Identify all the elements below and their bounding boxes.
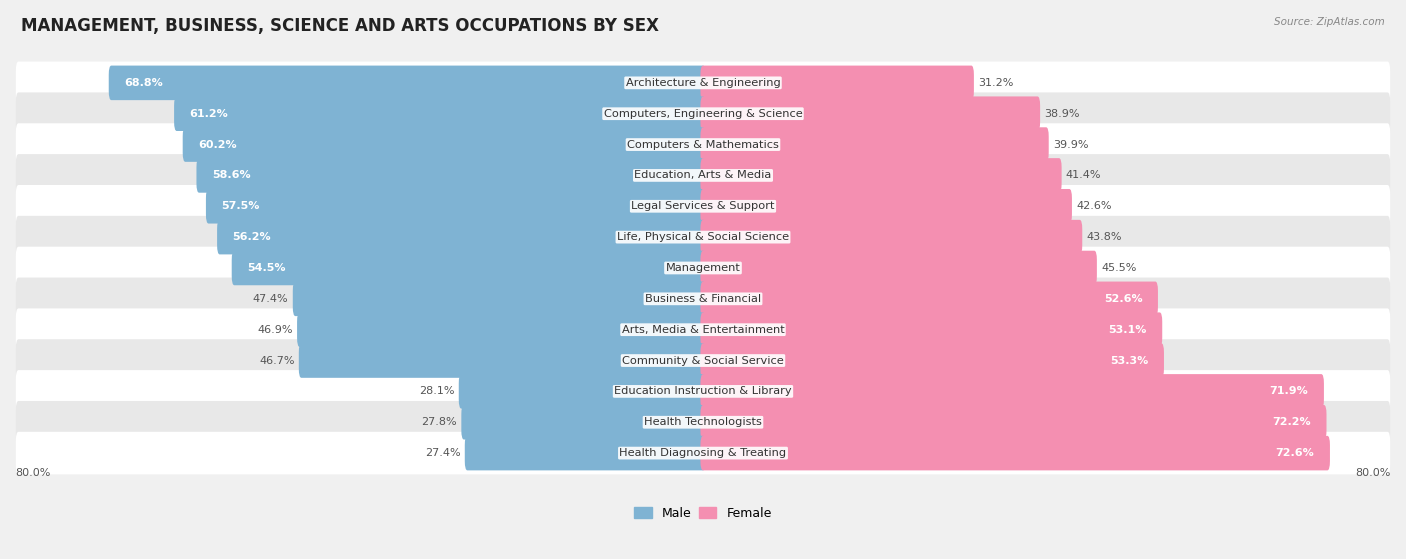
- Text: 56.2%: 56.2%: [232, 232, 271, 242]
- Text: Legal Services & Support: Legal Services & Support: [631, 201, 775, 211]
- Text: 39.9%: 39.9%: [1053, 140, 1088, 150]
- FancyBboxPatch shape: [183, 127, 706, 162]
- FancyBboxPatch shape: [297, 312, 706, 347]
- FancyBboxPatch shape: [700, 282, 1159, 316]
- FancyBboxPatch shape: [15, 432, 1391, 475]
- FancyBboxPatch shape: [15, 124, 1391, 166]
- Text: 53.3%: 53.3%: [1111, 356, 1149, 366]
- Text: 72.6%: 72.6%: [1275, 448, 1315, 458]
- Text: MANAGEMENT, BUSINESS, SCIENCE AND ARTS OCCUPATIONS BY SEX: MANAGEMENT, BUSINESS, SCIENCE AND ARTS O…: [21, 17, 659, 35]
- FancyBboxPatch shape: [700, 127, 1049, 162]
- FancyBboxPatch shape: [232, 250, 706, 285]
- FancyBboxPatch shape: [15, 247, 1391, 289]
- Text: Health Technologists: Health Technologists: [644, 417, 762, 427]
- FancyBboxPatch shape: [700, 65, 974, 100]
- Text: Business & Financial: Business & Financial: [645, 294, 761, 304]
- FancyBboxPatch shape: [700, 343, 1164, 378]
- Text: Education Instruction & Library: Education Instruction & Library: [614, 386, 792, 396]
- FancyBboxPatch shape: [299, 343, 706, 378]
- Text: Education, Arts & Media: Education, Arts & Media: [634, 170, 772, 181]
- FancyBboxPatch shape: [700, 436, 1330, 470]
- FancyBboxPatch shape: [700, 189, 1071, 224]
- Text: 72.2%: 72.2%: [1272, 417, 1310, 427]
- Text: 71.9%: 71.9%: [1270, 386, 1309, 396]
- Text: 38.9%: 38.9%: [1045, 108, 1080, 119]
- Text: 54.5%: 54.5%: [247, 263, 285, 273]
- Text: Computers & Mathematics: Computers & Mathematics: [627, 140, 779, 150]
- Text: 58.6%: 58.6%: [212, 170, 250, 181]
- FancyBboxPatch shape: [15, 216, 1391, 258]
- Text: 42.6%: 42.6%: [1076, 201, 1112, 211]
- FancyBboxPatch shape: [700, 220, 1083, 254]
- Text: 61.2%: 61.2%: [190, 108, 228, 119]
- FancyBboxPatch shape: [458, 374, 706, 409]
- Text: Architecture & Engineering: Architecture & Engineering: [626, 78, 780, 88]
- Text: 80.0%: 80.0%: [15, 468, 51, 478]
- Text: 46.9%: 46.9%: [257, 325, 292, 335]
- Text: Arts, Media & Entertainment: Arts, Media & Entertainment: [621, 325, 785, 335]
- Text: Health Diagnosing & Treating: Health Diagnosing & Treating: [620, 448, 786, 458]
- Text: 46.7%: 46.7%: [259, 356, 294, 366]
- FancyBboxPatch shape: [108, 65, 706, 100]
- FancyBboxPatch shape: [700, 158, 1062, 193]
- FancyBboxPatch shape: [15, 278, 1391, 320]
- FancyBboxPatch shape: [217, 220, 706, 254]
- Text: 68.8%: 68.8%: [124, 78, 163, 88]
- FancyBboxPatch shape: [292, 282, 706, 316]
- FancyBboxPatch shape: [205, 189, 706, 224]
- Text: 31.2%: 31.2%: [979, 78, 1014, 88]
- Text: 28.1%: 28.1%: [419, 386, 454, 396]
- Text: Computers, Engineering & Science: Computers, Engineering & Science: [603, 108, 803, 119]
- FancyBboxPatch shape: [700, 374, 1324, 409]
- FancyBboxPatch shape: [15, 370, 1391, 413]
- FancyBboxPatch shape: [15, 185, 1391, 228]
- FancyBboxPatch shape: [15, 309, 1391, 351]
- Text: 43.8%: 43.8%: [1087, 232, 1122, 242]
- Text: 47.4%: 47.4%: [253, 294, 288, 304]
- FancyBboxPatch shape: [461, 405, 706, 439]
- Text: 60.2%: 60.2%: [198, 140, 236, 150]
- FancyBboxPatch shape: [700, 312, 1163, 347]
- Text: 41.4%: 41.4%: [1066, 170, 1101, 181]
- Text: 80.0%: 80.0%: [1355, 468, 1391, 478]
- Text: Management: Management: [665, 263, 741, 273]
- FancyBboxPatch shape: [700, 97, 1040, 131]
- Text: 57.5%: 57.5%: [221, 201, 260, 211]
- Text: Community & Social Service: Community & Social Service: [621, 356, 785, 366]
- Text: Source: ZipAtlas.com: Source: ZipAtlas.com: [1274, 17, 1385, 27]
- FancyBboxPatch shape: [15, 92, 1391, 135]
- Legend: Male, Female: Male, Female: [634, 507, 772, 520]
- FancyBboxPatch shape: [15, 401, 1391, 443]
- Text: 27.8%: 27.8%: [422, 417, 457, 427]
- Text: Life, Physical & Social Science: Life, Physical & Social Science: [617, 232, 789, 242]
- FancyBboxPatch shape: [15, 61, 1391, 104]
- FancyBboxPatch shape: [174, 97, 706, 131]
- Text: 52.6%: 52.6%: [1104, 294, 1143, 304]
- Text: 53.1%: 53.1%: [1108, 325, 1147, 335]
- FancyBboxPatch shape: [15, 154, 1391, 197]
- FancyBboxPatch shape: [465, 436, 706, 470]
- FancyBboxPatch shape: [197, 158, 706, 193]
- Text: 45.5%: 45.5%: [1101, 263, 1136, 273]
- FancyBboxPatch shape: [700, 405, 1326, 439]
- FancyBboxPatch shape: [15, 339, 1391, 382]
- FancyBboxPatch shape: [700, 250, 1097, 285]
- Text: 27.4%: 27.4%: [425, 448, 461, 458]
